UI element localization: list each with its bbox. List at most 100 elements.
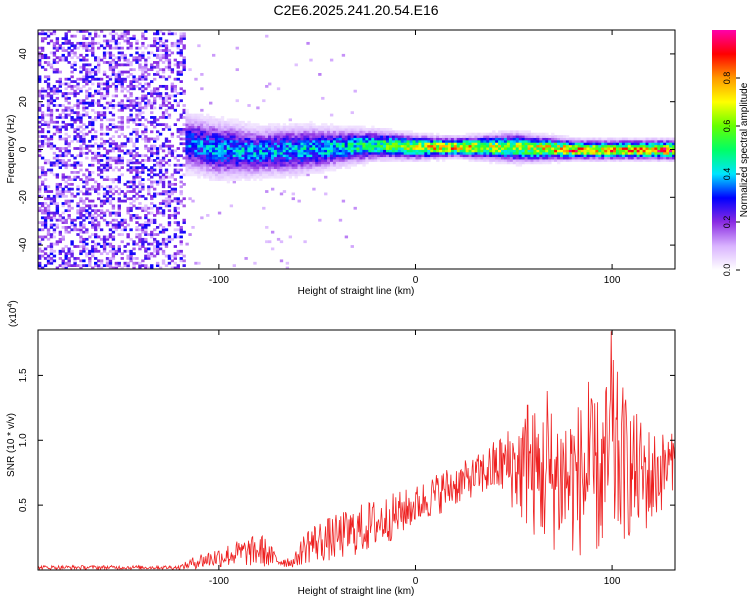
heatmap-cell	[94, 261, 98, 265]
heatmap-cell	[79, 249, 83, 253]
heatmap-cell	[179, 61, 183, 64]
heatmap-cell	[265, 147, 269, 150]
heatmap-cell	[356, 127, 360, 131]
heatmap-cell	[226, 125, 231, 129]
heatmap-cell	[495, 144, 499, 148]
heatmap-cell	[669, 159, 673, 162]
heatmap-cell	[474, 154, 478, 158]
heatmap-cell	[539, 151, 543, 155]
heatmap-cell	[294, 132, 298, 136]
heatmap-cell	[309, 120, 313, 124]
heatmap-cell	[338, 159, 343, 162]
heatmap-cell	[155, 32, 160, 36]
heatmap-cell	[120, 173, 124, 177]
heatmap-cell	[383, 127, 387, 131]
heatmap-cell	[52, 199, 57, 203]
heatmap-cell	[164, 58, 169, 62]
heatmap-cell	[158, 56, 163, 60]
heatmap-cell	[40, 53, 45, 57]
heatmap-cell	[598, 137, 602, 141]
heatmap-cell	[38, 92, 42, 95]
heatmap-cell	[123, 30, 127, 33]
heatmap-cell	[96, 197, 101, 201]
heatmap-cell	[126, 125, 130, 129]
heatmap-cell	[70, 41, 74, 45]
heatmap-cell	[294, 156, 298, 160]
heatmap-cell	[61, 58, 65, 62]
heatmap-cell	[276, 137, 281, 141]
heatmap-cell	[91, 225, 95, 229]
heatmap-cell	[38, 108, 42, 112]
heatmap-cell	[368, 149, 372, 153]
heatmap-cell	[250, 171, 254, 174]
heatmap-cell	[347, 137, 351, 141]
figure-title: C2E6.2025.241.20.54.E16	[273, 2, 438, 18]
heatmap-cell	[176, 197, 180, 201]
heatmap-cell	[164, 94, 169, 98]
heatmap-cell	[120, 77, 124, 81]
heatmap-cell	[444, 147, 449, 150]
heatmap-cell	[38, 53, 42, 57]
heatmap-cell	[621, 156, 626, 160]
heatmap-cell	[105, 223, 110, 227]
heatmap-cell	[108, 178, 113, 181]
heatmap-cell	[158, 39, 163, 43]
heatmap-cell	[250, 151, 254, 155]
heatmap-cell	[250, 139, 254, 143]
heatmap-cell	[371, 137, 375, 141]
heatmap-cell	[46, 206, 51, 210]
heatmap-cell	[167, 197, 172, 201]
heatmap-cell	[559, 135, 564, 138]
heatmap-cell	[49, 247, 54, 251]
heatmap-cell	[598, 151, 602, 155]
heatmap-cell	[108, 63, 113, 67]
heatmap-cell	[88, 144, 92, 148]
heatmap-cell	[506, 144, 511, 148]
heatmap-cell	[256, 154, 260, 158]
heatmap-cell	[102, 96, 107, 100]
heatmap-cell	[327, 163, 331, 167]
heatmap-cell	[147, 139, 151, 143]
heatmap-cell	[99, 58, 104, 62]
heatmap-cell	[49, 235, 54, 239]
heatmap-cell	[424, 132, 428, 136]
heatmap-cell	[132, 68, 136, 72]
heatmap-cell	[55, 225, 60, 229]
heatmap-cell	[67, 144, 71, 148]
heatmap-cell	[400, 135, 405, 138]
heatmap-cell	[424, 156, 428, 160]
heatmap-cell	[70, 199, 74, 203]
heatmap-cell	[161, 182, 166, 186]
heatmap-cell	[309, 166, 313, 170]
heatmap-cell	[453, 154, 458, 158]
heatmap-cell	[486, 159, 490, 162]
heatmap-cell	[70, 106, 74, 110]
heatmap-cell	[256, 151, 260, 155]
heatmap-cell	[91, 151, 95, 155]
heatmap-cell	[64, 225, 68, 229]
heatmap-cell	[132, 106, 136, 110]
heatmap-cell	[182, 34, 186, 38]
heatmap-cell	[173, 168, 178, 172]
heatmap-cell	[94, 242, 98, 246]
heatmap-cell	[539, 132, 543, 136]
heatmap-cell	[235, 127, 239, 131]
heatmap-cell	[335, 151, 340, 155]
heatmap-cell	[161, 61, 166, 64]
heatmap-cell	[235, 168, 239, 172]
heatmap-cell	[583, 137, 587, 141]
heatmap-cell	[94, 34, 98, 38]
heatmap-cell	[76, 233, 80, 236]
heatmap-cell	[229, 151, 234, 155]
heatmap-cell	[439, 135, 443, 138]
heatmap-cell	[362, 139, 366, 143]
heatmap-cell	[253, 125, 257, 129]
heatmap-cell	[135, 221, 139, 224]
heatmap-cell	[161, 53, 166, 57]
heatmap-cell	[158, 75, 163, 79]
heatmap-cell	[126, 139, 130, 143]
heatmap-cell	[176, 211, 180, 215]
heatmap-cell	[442, 139, 446, 143]
heatmap-cell	[38, 58, 42, 62]
heatmap-cell	[459, 142, 464, 146]
